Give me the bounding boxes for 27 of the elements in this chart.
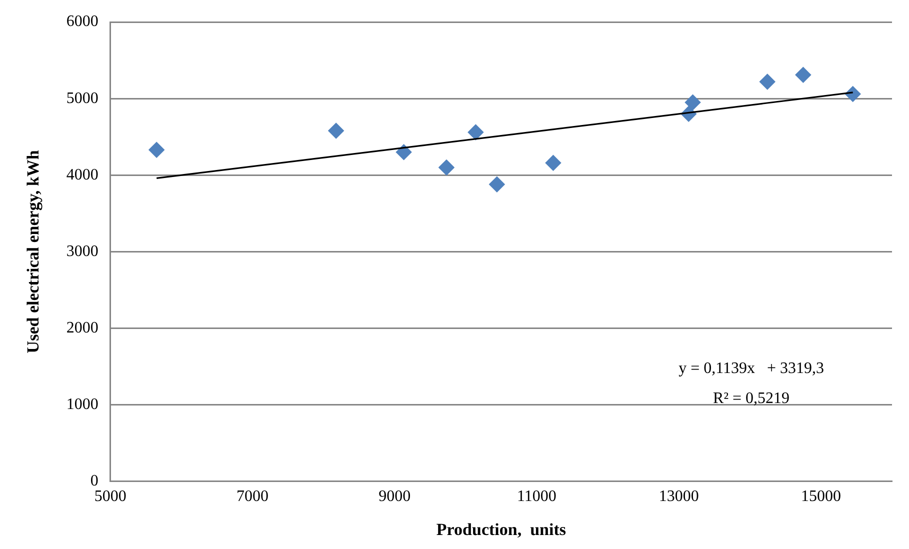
point (468, 124, 484, 140)
y-tick-label: 5000 (66, 90, 98, 107)
annotation: y = 0,1139x + 3319,3 (678, 360, 824, 378)
annotation: R² = 0,5219 (713, 390, 790, 408)
y-tick-label: 3000 (66, 242, 98, 260)
y-tick-label: 0 (90, 472, 98, 490)
x-tick-label: 13000 (658, 488, 699, 506)
point (545, 155, 562, 171)
y-tick-label: 4000 (66, 166, 98, 184)
y-axis-title: Used electrical energy, kWh (24, 150, 43, 354)
x-tick-label: 15000 (800, 488, 841, 506)
point (438, 160, 454, 176)
point (684, 94, 701, 110)
x-tick-label: 5000 (94, 488, 126, 506)
point (396, 144, 412, 160)
point (489, 176, 505, 192)
x-axis-title: Production, units (436, 520, 566, 540)
point (328, 122, 344, 139)
y-tick-label: 6000 (66, 13, 98, 30)
point (760, 74, 776, 90)
x-tick-label: 11000 (517, 488, 556, 506)
point (148, 142, 164, 158)
y-tick-label: 2000 (66, 319, 98, 336)
point (795, 67, 811, 83)
x-tick-label: 9000 (378, 488, 411, 506)
x-tick-label: 7000 (236, 488, 269, 506)
y-tick-label: 1000 (66, 396, 98, 414)
